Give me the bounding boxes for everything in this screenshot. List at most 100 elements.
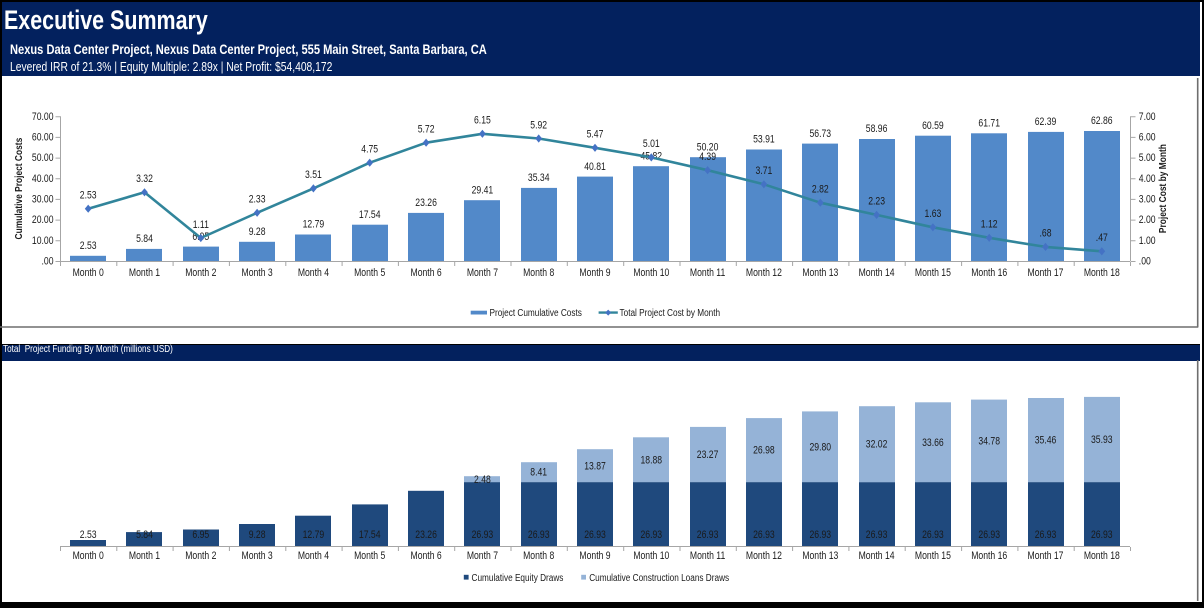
- svg-text:50.00: 50.00: [32, 152, 54, 164]
- svg-text:29.80: 29.80: [809, 442, 831, 454]
- svg-text:32.02: 32.02: [866, 439, 888, 451]
- svg-text:35.93: 35.93: [1091, 434, 1113, 446]
- svg-text:.68: .68: [1040, 228, 1052, 240]
- svg-text:3.71: 3.71: [756, 165, 773, 177]
- svg-text:Month 9: Month 9: [579, 267, 610, 279]
- svg-text:1.12: 1.12: [981, 219, 998, 231]
- svg-text:6.95: 6.95: [192, 529, 209, 541]
- svg-text:Month 15: Month 15: [915, 267, 951, 279]
- svg-text:Month 16: Month 16: [971, 267, 1007, 279]
- svg-text:Month 12: Month 12: [746, 267, 782, 279]
- svg-text:56.73: 56.73: [809, 128, 831, 140]
- svg-text:40.00: 40.00: [32, 173, 54, 185]
- svg-text:4.39: 4.39: [699, 151, 716, 163]
- svg-text:4.75: 4.75: [361, 144, 378, 156]
- svg-text:.00: .00: [42, 256, 54, 268]
- svg-text:23.27: 23.27: [697, 449, 719, 461]
- svg-text:5.84: 5.84: [136, 233, 153, 245]
- svg-text:Month 14: Month 14: [859, 267, 895, 279]
- svg-text:13.87: 13.87: [584, 460, 606, 472]
- svg-text:Month 3: Month 3: [242, 550, 273, 562]
- svg-text:62.39: 62.39: [1035, 116, 1057, 128]
- svg-text:Month 5: Month 5: [354, 550, 386, 562]
- svg-text:Month 0: Month 0: [73, 267, 105, 279]
- svg-text:2.53: 2.53: [80, 240, 97, 252]
- svg-text:Total Project Cost by Month: Total Project Cost by Month: [620, 307, 721, 318]
- svg-text:8.41: 8.41: [530, 467, 547, 479]
- svg-text:Month 17: Month 17: [1028, 267, 1064, 279]
- svg-text:18.88: 18.88: [640, 454, 662, 466]
- svg-text:Month 11: Month 11: [690, 550, 725, 562]
- svg-text:3.00: 3.00: [1139, 194, 1156, 206]
- svg-text:58.96: 58.96: [866, 123, 888, 135]
- svg-text:40.81: 40.81: [584, 161, 606, 173]
- svg-text:Cumulative Project Costs: Cumulative Project Costs: [13, 138, 25, 240]
- svg-text:Cumulative Equity Draws: Cumulative Equity Draws: [472, 572, 564, 583]
- svg-text:26.93: 26.93: [697, 529, 719, 541]
- svg-text:26.93: 26.93: [1035, 529, 1057, 541]
- svg-text:Month 2: Month 2: [185, 550, 216, 562]
- svg-text:26.93: 26.93: [528, 529, 550, 541]
- svg-text:9.28: 9.28: [249, 529, 266, 541]
- svg-text:Month 14: Month 14: [859, 550, 895, 562]
- svg-text:26.93: 26.93: [472, 529, 494, 541]
- svg-text:2.53: 2.53: [80, 190, 97, 202]
- svg-text:Project Cost by Month: Project Cost by Month: [1157, 144, 1169, 233]
- svg-text:12.79: 12.79: [303, 529, 325, 541]
- svg-text:Month 1: Month 1: [129, 550, 160, 562]
- svg-text:20.00: 20.00: [32, 214, 54, 226]
- svg-text:7.00: 7.00: [1139, 111, 1156, 123]
- svg-text:23.26: 23.26: [415, 197, 437, 209]
- svg-text:Month 15: Month 15: [915, 550, 951, 562]
- svg-text:60.00: 60.00: [32, 132, 54, 144]
- svg-text:4.00: 4.00: [1139, 173, 1156, 185]
- svg-text:Month 18: Month 18: [1084, 267, 1120, 279]
- svg-text:61.71: 61.71: [978, 118, 1000, 130]
- svg-text:Month 4: Month 4: [298, 267, 330, 279]
- svg-text:26.93: 26.93: [1091, 529, 1113, 541]
- svg-text:.00: .00: [1139, 256, 1151, 268]
- svg-text:26.93: 26.93: [753, 529, 775, 541]
- svg-text:23.26: 23.26: [415, 529, 437, 541]
- svg-text:.47: .47: [1096, 232, 1108, 244]
- svg-text:50.20: 50.20: [697, 142, 719, 154]
- svg-text:Month 10: Month 10: [633, 267, 669, 279]
- svg-text:Month 0: Month 0: [73, 550, 105, 562]
- svg-text:34.78: 34.78: [978, 436, 1000, 448]
- svg-text:33.66: 33.66: [922, 437, 944, 449]
- svg-text:29.41: 29.41: [472, 185, 494, 197]
- svg-text:17.54: 17.54: [359, 529, 381, 541]
- svg-text:26.93: 26.93: [866, 529, 888, 541]
- svg-text:5.00: 5.00: [1139, 152, 1156, 164]
- svg-text:Month 7: Month 7: [467, 550, 498, 562]
- svg-text:Month 3: Month 3: [242, 267, 273, 279]
- svg-text:2.48: 2.48: [474, 474, 491, 486]
- svg-text:Month 7: Month 7: [467, 267, 498, 279]
- svg-text:26.93: 26.93: [640, 529, 662, 541]
- svg-text:Month 8: Month 8: [523, 267, 554, 279]
- svg-text:35.46: 35.46: [1035, 435, 1057, 447]
- svg-text:Month 13: Month 13: [802, 550, 838, 562]
- svg-text:2.33: 2.33: [249, 194, 266, 206]
- svg-text:26.93: 26.93: [922, 529, 944, 541]
- svg-text:Month 5: Month 5: [354, 267, 386, 279]
- svg-text:Month 2: Month 2: [185, 267, 216, 279]
- svg-text:Month 12: Month 12: [746, 550, 782, 562]
- svg-text:5.92: 5.92: [530, 119, 547, 131]
- svg-text:1.63: 1.63: [925, 208, 942, 220]
- svg-text:Month 16: Month 16: [971, 550, 1007, 562]
- svg-text:Cumulative Construction Loans: Cumulative Construction Loans Draws: [589, 572, 729, 583]
- svg-text:Month 17: Month 17: [1028, 550, 1064, 562]
- svg-text:3.32: 3.32: [136, 173, 153, 185]
- svg-text:6.15: 6.15: [474, 115, 491, 127]
- svg-text:Month 13: Month 13: [802, 267, 838, 279]
- svg-text:12.79: 12.79: [303, 219, 325, 231]
- svg-text:5.72: 5.72: [418, 124, 435, 136]
- svg-text:Month 6: Month 6: [411, 267, 442, 279]
- svg-text:26.98: 26.98: [753, 445, 775, 457]
- svg-text:6.00: 6.00: [1139, 132, 1156, 144]
- svg-text:Month 6: Month 6: [411, 550, 442, 562]
- svg-text:9.28: 9.28: [249, 226, 266, 238]
- svg-text:Project Cumulative Costs: Project Cumulative Costs: [490, 307, 583, 318]
- svg-text:Month 18: Month 18: [1084, 550, 1120, 562]
